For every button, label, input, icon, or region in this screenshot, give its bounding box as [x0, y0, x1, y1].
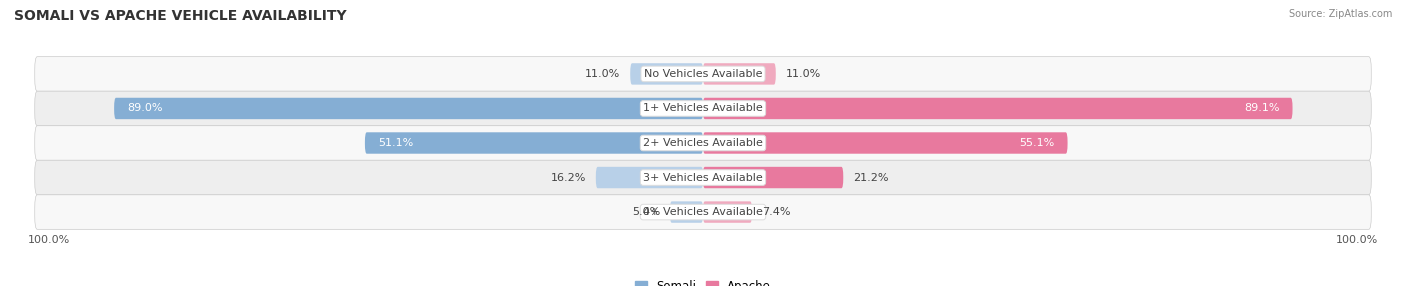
FancyBboxPatch shape [703, 132, 1067, 154]
Text: 51.1%: 51.1% [378, 138, 413, 148]
FancyBboxPatch shape [35, 57, 1371, 91]
FancyBboxPatch shape [703, 201, 752, 223]
FancyBboxPatch shape [703, 98, 1292, 119]
FancyBboxPatch shape [669, 201, 703, 223]
FancyBboxPatch shape [703, 63, 776, 85]
Text: 11.0%: 11.0% [585, 69, 620, 79]
Text: No Vehicles Available: No Vehicles Available [644, 69, 762, 79]
FancyBboxPatch shape [703, 167, 844, 188]
Text: 3+ Vehicles Available: 3+ Vehicles Available [643, 172, 763, 182]
FancyBboxPatch shape [630, 63, 703, 85]
FancyBboxPatch shape [366, 132, 703, 154]
Text: 55.1%: 55.1% [1019, 138, 1054, 148]
Text: Source: ZipAtlas.com: Source: ZipAtlas.com [1288, 9, 1392, 19]
Text: 89.0%: 89.0% [128, 104, 163, 114]
Legend: Somali, Apache: Somali, Apache [630, 276, 776, 286]
Text: 7.4%: 7.4% [762, 207, 790, 217]
FancyBboxPatch shape [596, 167, 703, 188]
Text: 89.1%: 89.1% [1244, 104, 1279, 114]
Text: 11.0%: 11.0% [786, 69, 821, 79]
Text: 2+ Vehicles Available: 2+ Vehicles Available [643, 138, 763, 148]
FancyBboxPatch shape [35, 91, 1371, 126]
Text: 5.0%: 5.0% [631, 207, 659, 217]
FancyBboxPatch shape [35, 195, 1371, 229]
FancyBboxPatch shape [35, 160, 1371, 195]
Text: 1+ Vehicles Available: 1+ Vehicles Available [643, 104, 763, 114]
Text: 100.0%: 100.0% [28, 235, 70, 245]
Text: 100.0%: 100.0% [1336, 235, 1378, 245]
Text: SOMALI VS APACHE VEHICLE AVAILABILITY: SOMALI VS APACHE VEHICLE AVAILABILITY [14, 9, 347, 23]
FancyBboxPatch shape [35, 126, 1371, 160]
Text: 4+ Vehicles Available: 4+ Vehicles Available [643, 207, 763, 217]
Text: 21.2%: 21.2% [853, 172, 889, 182]
Text: 16.2%: 16.2% [551, 172, 586, 182]
FancyBboxPatch shape [114, 98, 703, 119]
